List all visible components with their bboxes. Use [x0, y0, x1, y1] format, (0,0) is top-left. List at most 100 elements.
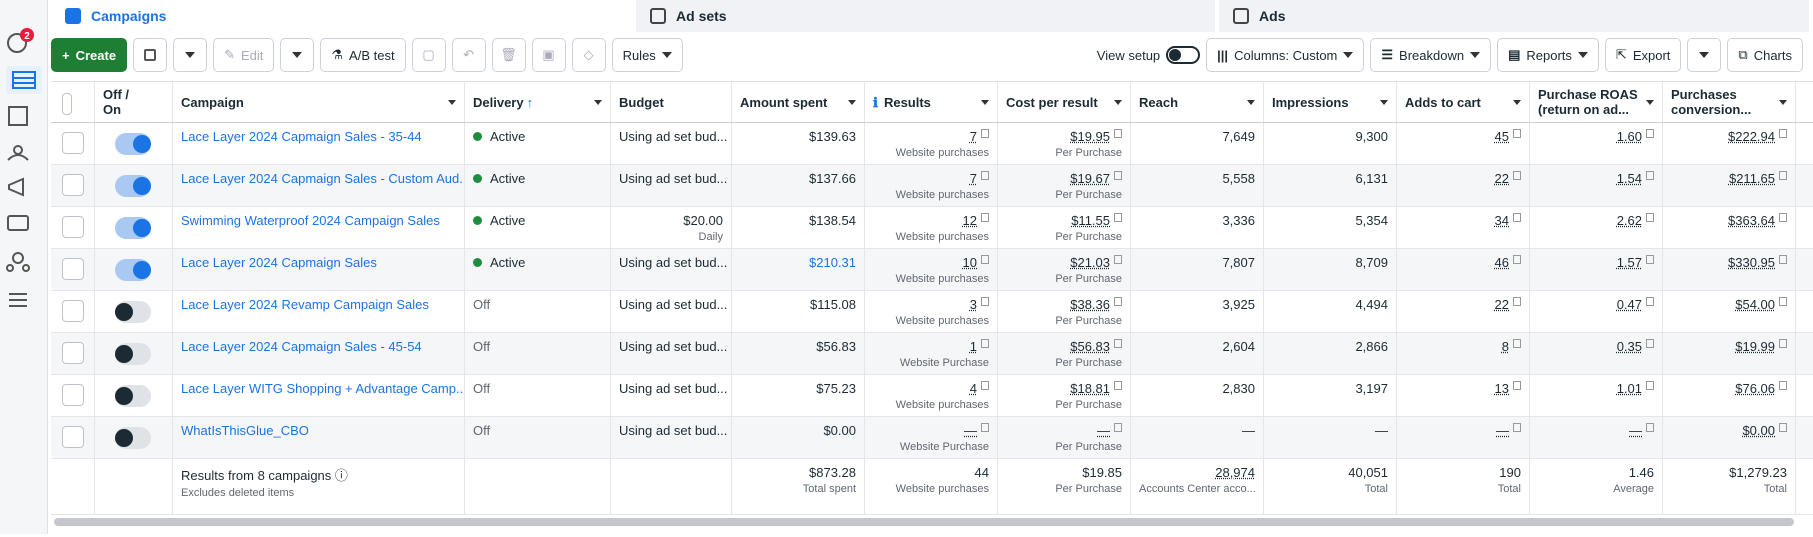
column-header[interactable]: Delivery — [473, 94, 524, 110]
edit-button[interactable]: ✎ Edit — [213, 38, 275, 72]
duplicate-button[interactable] — [133, 38, 168, 72]
row-checkbox[interactable] — [62, 426, 84, 448]
reports-button[interactable]: ▤ Reports — [1497, 38, 1599, 72]
column-header[interactable]: Amount spent — [740, 94, 828, 110]
column-header[interactable]: Purchases conversion... — [1671, 87, 1752, 117]
undo-button[interactable]: ↶ — [451, 38, 486, 72]
budget: Using ad set bud... — [619, 339, 728, 354]
budget: $20.00 — [683, 213, 723, 228]
column-header[interactable]: Results — [883, 94, 931, 110]
metric-value: $0.00 — [740, 423, 856, 438]
create-button[interactable]: + Create — [51, 38, 128, 72]
column-header[interactable]: Campaign — [181, 94, 244, 110]
column-header[interactable]: Impressions — [1272, 94, 1349, 110]
delete-button[interactable]: 🗑 — [491, 38, 526, 72]
ab-test-button[interactable]: ⚗ A/B test — [320, 38, 406, 72]
label: Create — [75, 47, 117, 63]
select-all-checkbox[interactable] — [62, 92, 72, 115]
row-checkbox[interactable] — [62, 174, 84, 196]
campaign-name[interactable]: Lace Layer 2024 Capmaign Sales - 35-44 — [181, 129, 422, 144]
label: Columns: Custom — [1234, 47, 1338, 63]
rules-button[interactable]: Rules — [611, 38, 683, 72]
tab[interactable]: Ads — [1219, 0, 1810, 32]
row-checkbox[interactable] — [62, 132, 84, 154]
metric-label: Website purchases — [895, 231, 989, 243]
table-row: WhatIsThisGlue_CBO Off Using ad set bud...… — [51, 417, 1813, 459]
dropdown-button[interactable] — [280, 38, 315, 72]
tab-icon — [65, 8, 81, 24]
campaign-name[interactable]: WhatIsThisGlue_CBO — [181, 423, 309, 438]
cell: $54.00 — [1663, 291, 1796, 332]
preview-button[interactable]: ▣ — [531, 38, 566, 72]
on-off-toggle[interactable] — [115, 385, 151, 407]
column-header[interactable]: Budget — [619, 94, 664, 110]
tab[interactable]: Campaigns — [51, 0, 633, 32]
cell: Using ad set bud... — [611, 249, 732, 290]
campaign-name[interactable]: Lace Layer 2024 Revamp Campaign Sales — [181, 297, 429, 312]
metric-value: $115.08 — [740, 297, 856, 312]
columns-button[interactable]: ||| Columns: Custom — [1206, 38, 1365, 72]
cell: 7,649 — [1131, 123, 1264, 164]
row-checkbox[interactable] — [62, 216, 84, 238]
row-checkbox[interactable] — [62, 342, 84, 364]
archive-button[interactable]: ▢ — [411, 38, 446, 72]
row-checkbox[interactable] — [62, 258, 84, 280]
metric-value: 7,649 — [1222, 129, 1255, 144]
metric-value: $38.36 — [1070, 297, 1122, 312]
cell — [95, 291, 173, 332]
tag-button[interactable]: ◇ — [571, 38, 606, 72]
label: A/B test — [349, 47, 395, 63]
charts-button[interactable]: ⧉ Charts — [1727, 38, 1803, 72]
total-value: 44 — [974, 465, 989, 480]
header-row: Off / On Campaign Delivery ↑ Budget Amount sp… — [51, 81, 1813, 123]
on-off-toggle[interactable] — [115, 133, 151, 155]
cell: Using ad set bud... — [611, 165, 732, 206]
metric-value: 2,866 — [1355, 339, 1388, 354]
column-header[interactable]: Reach — [1139, 94, 1179, 110]
cell: — Per Purchase — [998, 417, 1131, 458]
campaign-name[interactable]: Lace Layer 2024 Capmaign Sales - Custom … — [181, 171, 465, 186]
campaign-name[interactable]: Lace Layer 2024 Capmaign Sales - 45-54 — [181, 339, 422, 354]
campaign-name[interactable]: Lace Layer 2024 Capmaign Sales — [181, 255, 377, 270]
metric-value: — — [1242, 423, 1255, 438]
metric-label: Website purchases — [895, 315, 989, 327]
campaign-name[interactable]: Swimming Waterproof 2024 Campaign Sales — [181, 213, 440, 228]
tab[interactable]: Ad sets — [636, 0, 1216, 32]
horizontal-scrollbar[interactable] — [54, 518, 1794, 526]
view-setup-toggle[interactable] — [1166, 46, 1201, 64]
cell: $38.36 Per Purchase — [998, 291, 1131, 332]
metric-value: 13 — [1495, 381, 1521, 396]
row-checkbox[interactable] — [62, 300, 84, 322]
campaign-name[interactable]: Lace Layer WITG Shopping + Advantage Cam… — [181, 381, 465, 396]
on-off-toggle[interactable] — [115, 259, 151, 281]
cell — [51, 291, 95, 332]
metric-value: 6,131 — [1272, 171, 1388, 186]
cell: $1,279.23 Total — [1663, 459, 1796, 514]
cell: Swimming Waterproof 2024 Campaign Sales — [173, 207, 465, 248]
on-off-toggle[interactable] — [115, 343, 151, 365]
breakdown-button[interactable]: ☰ Breakdown — [1370, 38, 1492, 72]
on-off-toggle[interactable] — [115, 175, 151, 197]
cell: — — [1131, 417, 1264, 458]
metric-value: — — [873, 423, 989, 438]
cell — [51, 165, 95, 206]
row-checkbox[interactable] — [62, 384, 84, 406]
cell: $222.94 — [1663, 123, 1796, 164]
total-value: $19.85 — [1082, 465, 1122, 480]
column-header[interactable]: Off / On — [103, 87, 129, 117]
column-header[interactable]: Adds to cart — [1405, 94, 1481, 110]
metric-value: 2,604 — [1139, 339, 1255, 354]
dropdown-button[interactable] — [1687, 38, 1722, 72]
on-off-toggle[interactable] — [115, 217, 151, 239]
column-header[interactable]: Cost per result — [1006, 94, 1098, 110]
export-button[interactable]: ⇱ Export — [1604, 38, 1682, 72]
table-row: Lace Layer 2024 Revamp Campaign Sales Off… — [51, 291, 1813, 333]
on-off-toggle[interactable] — [115, 301, 151, 323]
dropdown-button[interactable] — [173, 38, 208, 72]
metric-value: 4 — [873, 381, 989, 396]
cell: Lace Layer 2024 Capmaign Sales - Custom … — [173, 165, 465, 206]
metric-value: 1.57 — [1617, 255, 1654, 270]
metric-value: $363.64 — [1671, 213, 1787, 228]
on-off-toggle[interactable] — [115, 427, 151, 449]
column-header[interactable]: Purchase ROAS (return on ad... — [1538, 87, 1638, 117]
